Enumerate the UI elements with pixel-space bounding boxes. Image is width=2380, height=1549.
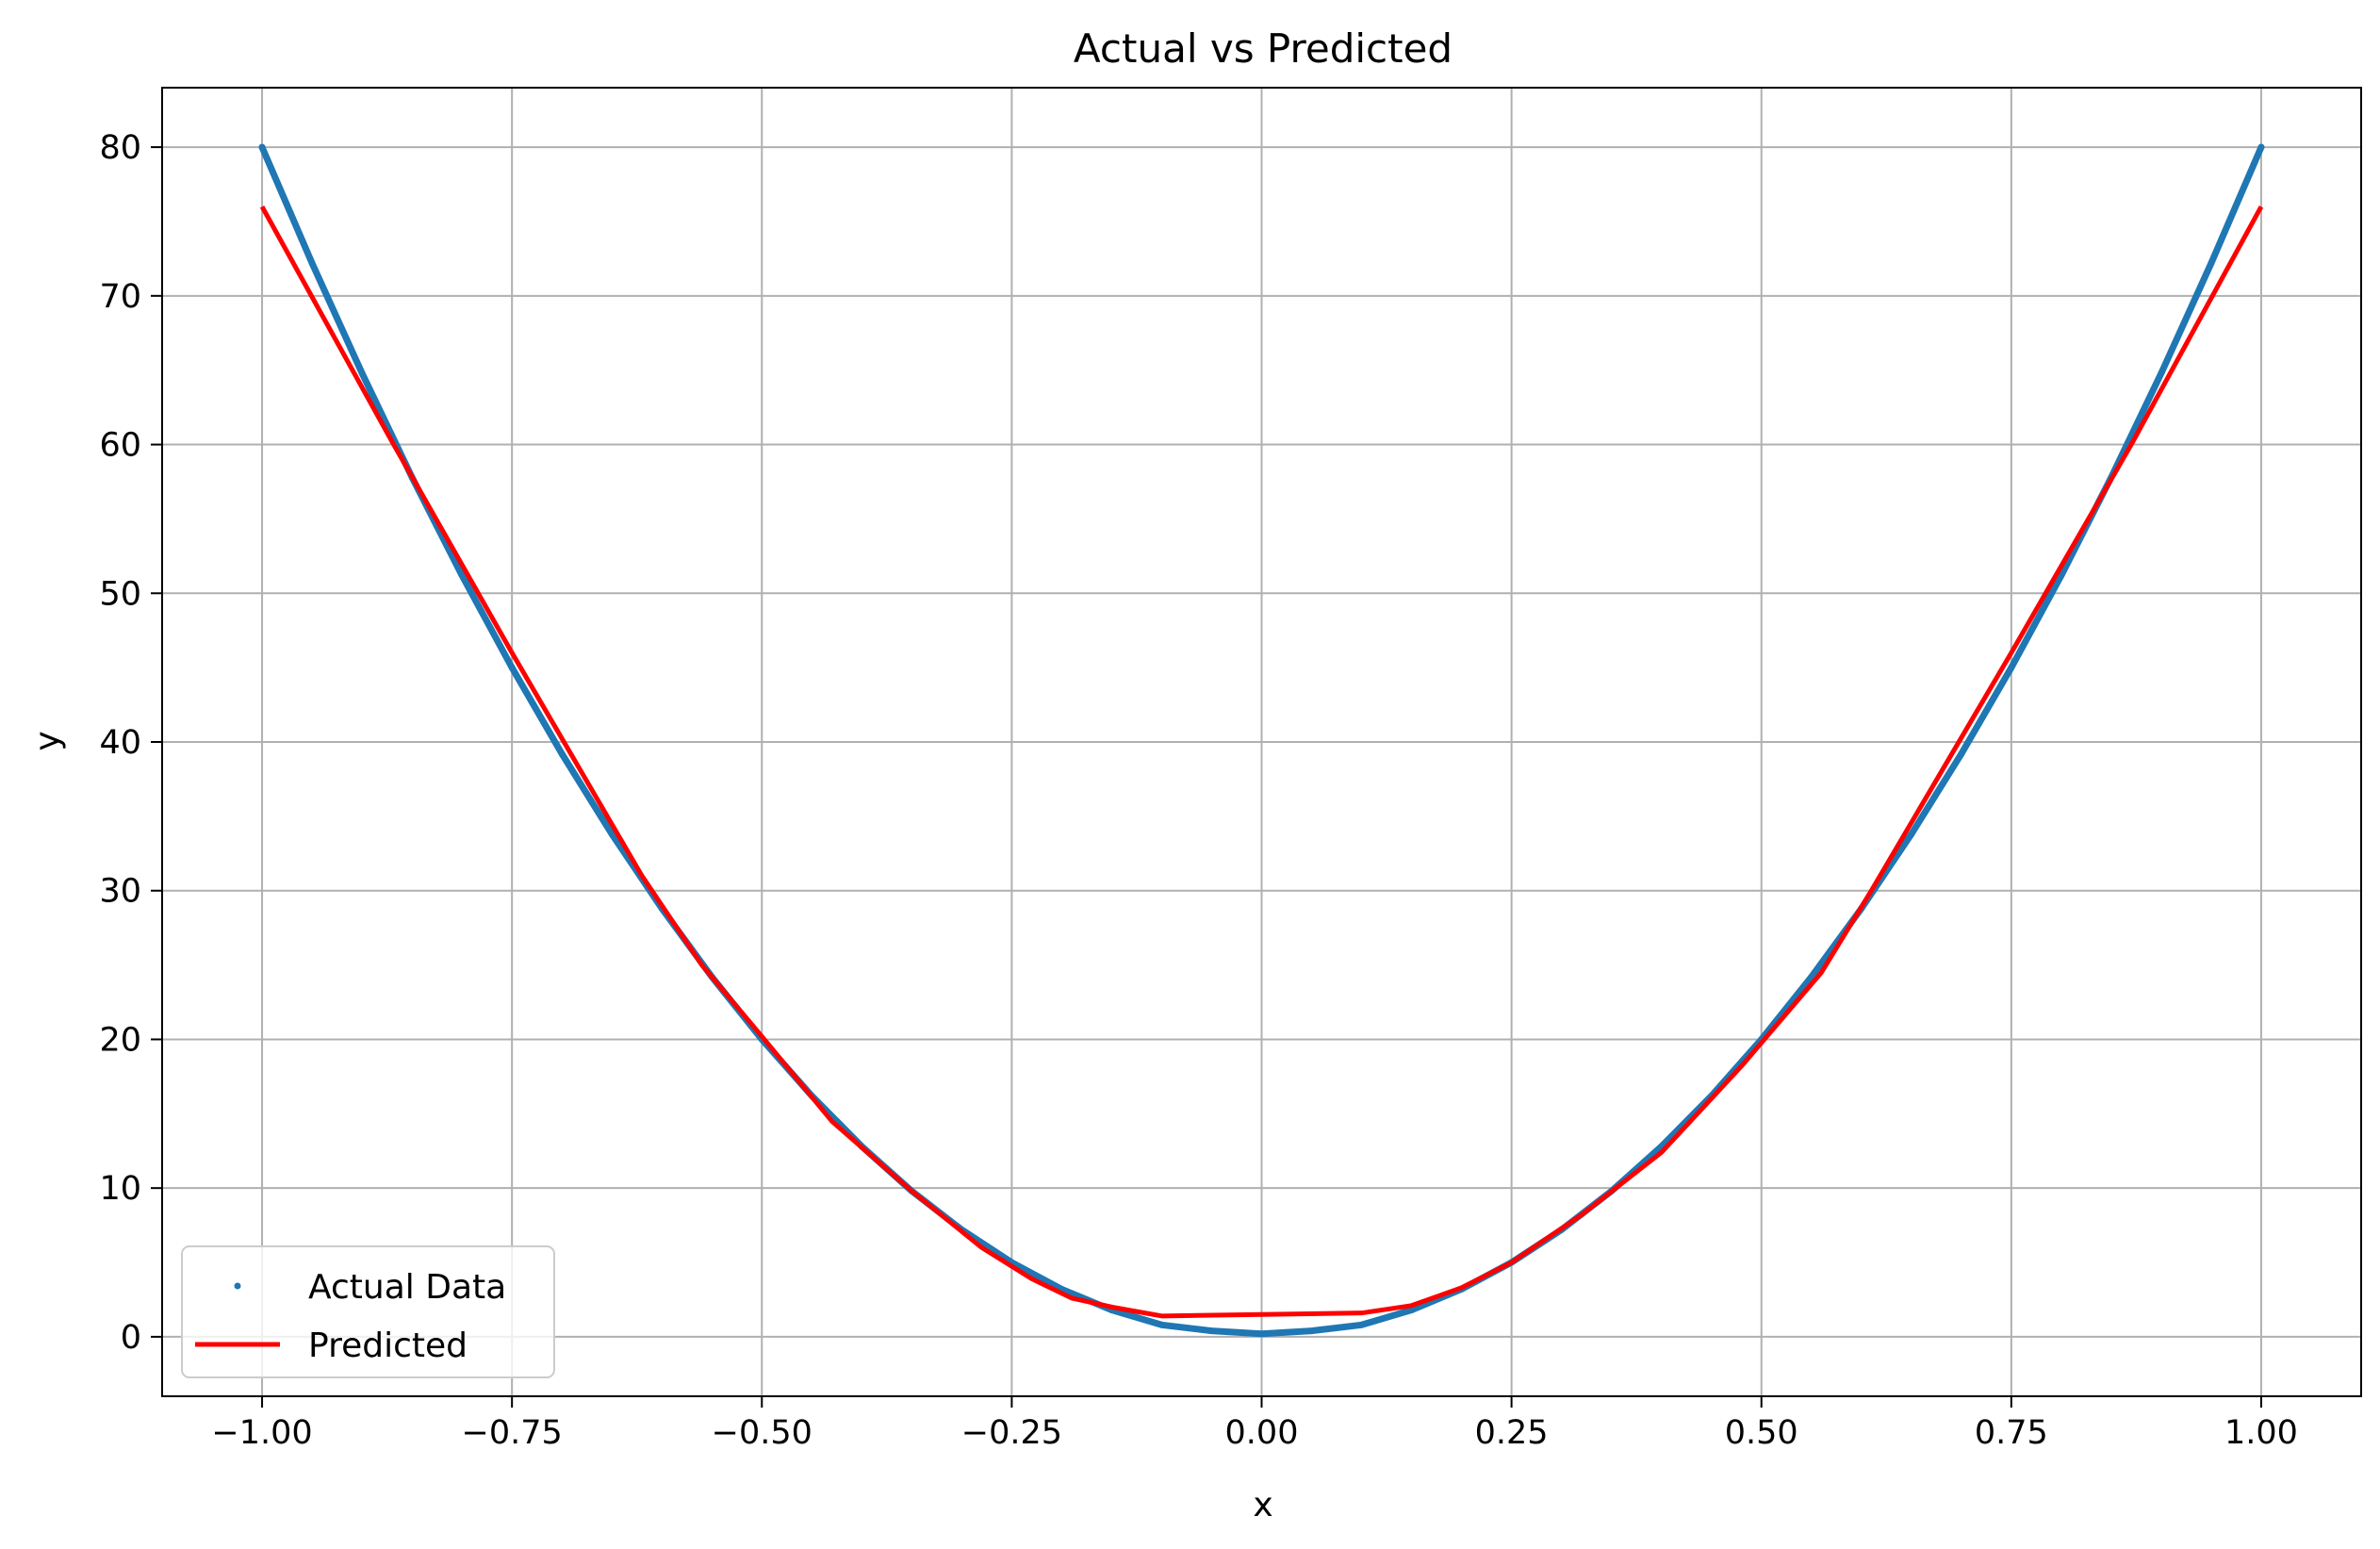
actual-data-point — [608, 831, 616, 838]
actual-data-point — [1808, 973, 1815, 980]
y-tick-label: 70 — [99, 278, 141, 316]
legend-label-predicted: Predicted — [308, 1327, 468, 1365]
x-tick-label: −0.50 — [712, 1414, 812, 1452]
actual-data-point — [1958, 750, 1965, 758]
actual-data-point — [1908, 831, 1915, 838]
legend-label-actual-data: Actual Data — [308, 1268, 506, 1307]
actual-data-point — [1308, 1327, 1316, 1335]
chart-title: Actual vs Predicted — [1074, 25, 1453, 72]
actual-data-point — [2158, 370, 2165, 377]
x-tick-label: −1.00 — [211, 1414, 312, 1452]
actual-data-point — [2008, 664, 2015, 671]
y-tick-label: 10 — [99, 1170, 141, 1208]
y-tick-label: 50 — [99, 575, 141, 613]
actual-data-point — [1157, 1321, 1165, 1328]
axis-ticks: −1.00 −0.75 −0.50 −0.25 0.00 0.25 0.50 0.75 1.00… — [99, 129, 2297, 1452]
x-tick-label: −0.75 — [462, 1414, 563, 1452]
actual-data-point — [1408, 1307, 1416, 1314]
x-tick-label: 1.00 — [2224, 1414, 2298, 1452]
actual-data-point — [508, 664, 516, 671]
actual-data-point — [358, 370, 366, 377]
actual-data-point — [308, 259, 316, 267]
x-tick-label: 0.25 — [1475, 1414, 1549, 1452]
actual-data-point — [2058, 571, 2065, 579]
actual-data-point — [2208, 259, 2215, 267]
plot-data — [258, 143, 2265, 1338]
legend-marker-actual-data — [234, 1282, 241, 1290]
y-tick-label: 20 — [99, 1021, 141, 1059]
x-tick-label: 0.75 — [1975, 1414, 2048, 1452]
actual-data-point — [258, 143, 266, 151]
y-tick-label: 30 — [99, 873, 141, 911]
actual-data-point — [1207, 1327, 1215, 1335]
actual-data-point — [1258, 1330, 1265, 1338]
x-tick-label: −0.25 — [961, 1414, 1062, 1452]
y-tick-label: 60 — [99, 427, 141, 465]
y-tick-label: 80 — [99, 129, 141, 167]
actual-data-point — [558, 750, 566, 758]
x-tick-label: 0.00 — [1225, 1414, 1299, 1452]
predicted-line — [259, 205, 2264, 1319]
actual-data-point — [458, 571, 466, 579]
y-tick-label: 0 — [121, 1319, 141, 1357]
y-axis-label: y — [28, 731, 67, 750]
legend: Actual Data Predicted — [181, 1245, 555, 1378]
x-axis-label: x — [1253, 1486, 1272, 1524]
x-tick-label: 0.50 — [1725, 1414, 1798, 1452]
actual-data-point — [1358, 1321, 1366, 1328]
actual-data-point — [2257, 143, 2265, 151]
y-tick-label: 40 — [99, 724, 141, 762]
